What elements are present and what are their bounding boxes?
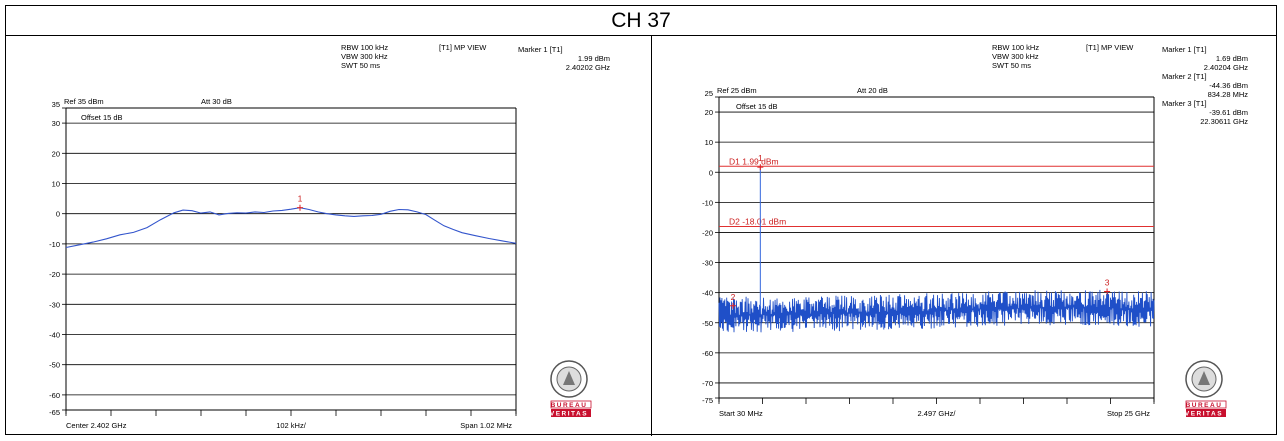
y-tick-label: -30 <box>49 300 60 309</box>
mode-label: [T1] MP VIEW <box>1086 43 1134 52</box>
y-tick-label: -20 <box>702 228 713 237</box>
y-tick-label: 0 <box>709 168 713 177</box>
y-tick-label: -65 <box>49 408 60 417</box>
trace-noise <box>718 289 1155 333</box>
logo-word2-box <box>1186 409 1226 417</box>
logo-word1-box <box>1185 400 1227 409</box>
marker-number: 3 <box>1105 277 1110 287</box>
footer-left-label: Center 2.402 GHz <box>66 421 127 430</box>
y-tick-label: 10 <box>52 180 60 189</box>
y-tick-label: 35 <box>52 100 60 109</box>
left-panel: RBW 100 kHz VBW 300 kHz SWT 50 ms [T1] MP V… <box>6 36 652 436</box>
y-tick-label: -70 <box>702 379 713 388</box>
rbw-label: RBW 100 kHz <box>992 43 1039 52</box>
marker-readout-level: 1.69 dBm <box>1216 54 1248 63</box>
marker-readout-title: Marker 1 [T1] <box>1162 45 1207 54</box>
marker-readout-level: -39.61 dBm <box>1209 108 1248 117</box>
marker-readout-freq: 834.28 MHz <box>1208 90 1249 99</box>
attenuation-label: Att 20 dB <box>857 86 888 95</box>
marker-readout-title: Marker 1 [T1] <box>518 45 563 54</box>
marker-readout-title: Marker 3 [T1] <box>1162 99 1207 108</box>
marker-readout-level: 1.99 dBm <box>578 54 610 63</box>
marker-readout-level: -44.36 dBm <box>1209 81 1248 90</box>
y-tick-label: -60 <box>49 391 60 400</box>
marker-readout-freq: 2.40204 GHz <box>1204 63 1248 72</box>
logo-word1-box <box>550 400 592 409</box>
swt-label: SWT 50 ms <box>341 61 380 70</box>
mode-label: [T1] MP VIEW <box>439 43 487 52</box>
footer-left-label: Start 30 MHz <box>719 409 763 418</box>
logo-word1: BUREAU <box>1186 402 1223 409</box>
marker-number: 2 <box>731 292 736 302</box>
logo-word2: VERITAS <box>1185 411 1223 418</box>
y-tick-label: -30 <box>702 259 713 268</box>
vbw-label: VBW 300 kHz <box>992 52 1039 61</box>
y-tick-label: -40 <box>49 331 60 340</box>
y-tick-label: 25 <box>705 89 713 98</box>
y-tick-label: 20 <box>705 108 713 117</box>
page-title: CH 37 <box>6 6 1276 36</box>
y-tick-label: 0 <box>56 210 60 219</box>
marker-number: 1 <box>298 194 303 204</box>
y-tick-label: 30 <box>52 119 60 128</box>
offset-label: Offset 15 dB <box>736 102 778 111</box>
report-frame: CH 37 RBW 100 kHz VBW 300 kHz SWT 50 ms [T1… <box>5 5 1278 436</box>
footer-center-label: 2.497 GHz/ <box>918 409 957 418</box>
marker-readout-freq: 22.30611 GHz <box>1200 117 1248 126</box>
display-line-label: D2 -18.01 dBm <box>729 216 786 226</box>
offset-label: Offset 15 dB <box>81 113 123 122</box>
attenuation-label: Att 30 dB <box>201 97 232 106</box>
y-tick-label: -75 <box>702 396 713 405</box>
marker-number: 1 <box>758 153 763 163</box>
y-tick-label: -20 <box>49 270 60 279</box>
logo-seal-figure <box>563 371 575 385</box>
footer-center-label: 102 kHz/ <box>276 421 307 430</box>
y-tick-label: -10 <box>702 198 713 207</box>
right-panel: RBW 100 kHz VBW 300 kHz SWT 50 ms [T1] MP V… <box>652 36 1278 436</box>
logo-word2: VERITAS <box>550 411 588 418</box>
y-tick-label: -40 <box>702 289 713 298</box>
y-tick-label: -10 <box>49 240 60 249</box>
marker-readout-freq: 2.40202 GHz <box>566 63 610 72</box>
logo-word2-box <box>551 409 591 417</box>
swt-label: SWT 50 ms <box>992 61 1031 70</box>
footer-right-label: Stop 25 GHz <box>1107 409 1150 418</box>
ref-level-label: Ref 35 dBm <box>64 97 104 106</box>
logo-seal-ring <box>1185 360 1223 398</box>
vbw-label: VBW 300 kHz <box>341 52 388 61</box>
footer-right-label: Span 1.02 MHz <box>460 421 512 430</box>
logo-seal-ring <box>550 360 588 398</box>
logo-seal-figure <box>1198 371 1210 385</box>
y-tick-label: 10 <box>705 138 713 147</box>
marker-readout-title: Marker 2 [T1] <box>1162 72 1207 81</box>
y-tick-label: -60 <box>702 349 713 358</box>
y-tick-label: -50 <box>702 319 713 328</box>
ref-level-label: Ref 25 dBm <box>717 86 757 95</box>
rbw-label: RBW 100 kHz <box>341 43 388 52</box>
y-tick-label: -50 <box>49 361 60 370</box>
y-tick-label: 20 <box>52 149 60 158</box>
logo-word1: BUREAU <box>551 402 588 409</box>
display-line-label: D1 1.99 dBm <box>729 156 779 166</box>
